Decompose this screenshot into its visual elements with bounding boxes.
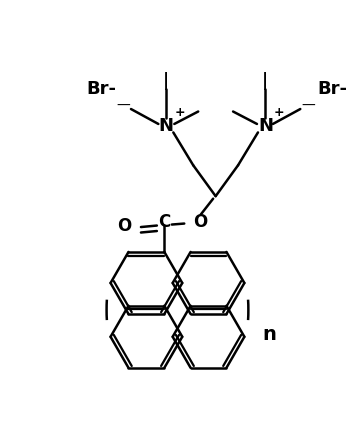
- Text: C: C: [158, 213, 171, 231]
- Text: O: O: [193, 213, 208, 231]
- Text: N: N: [158, 117, 173, 135]
- Text: Br-: Br-: [86, 80, 116, 98]
- Text: +: +: [274, 106, 285, 119]
- Text: —: —: [301, 99, 314, 113]
- Text: n: n: [262, 325, 276, 344]
- Text: Br-: Br-: [318, 80, 347, 98]
- Text: |: |: [163, 72, 169, 90]
- Text: O: O: [117, 216, 132, 234]
- Text: —: —: [117, 99, 130, 113]
- Text: |: |: [263, 72, 269, 90]
- Text: N: N: [258, 117, 273, 135]
- Text: +: +: [174, 106, 185, 119]
